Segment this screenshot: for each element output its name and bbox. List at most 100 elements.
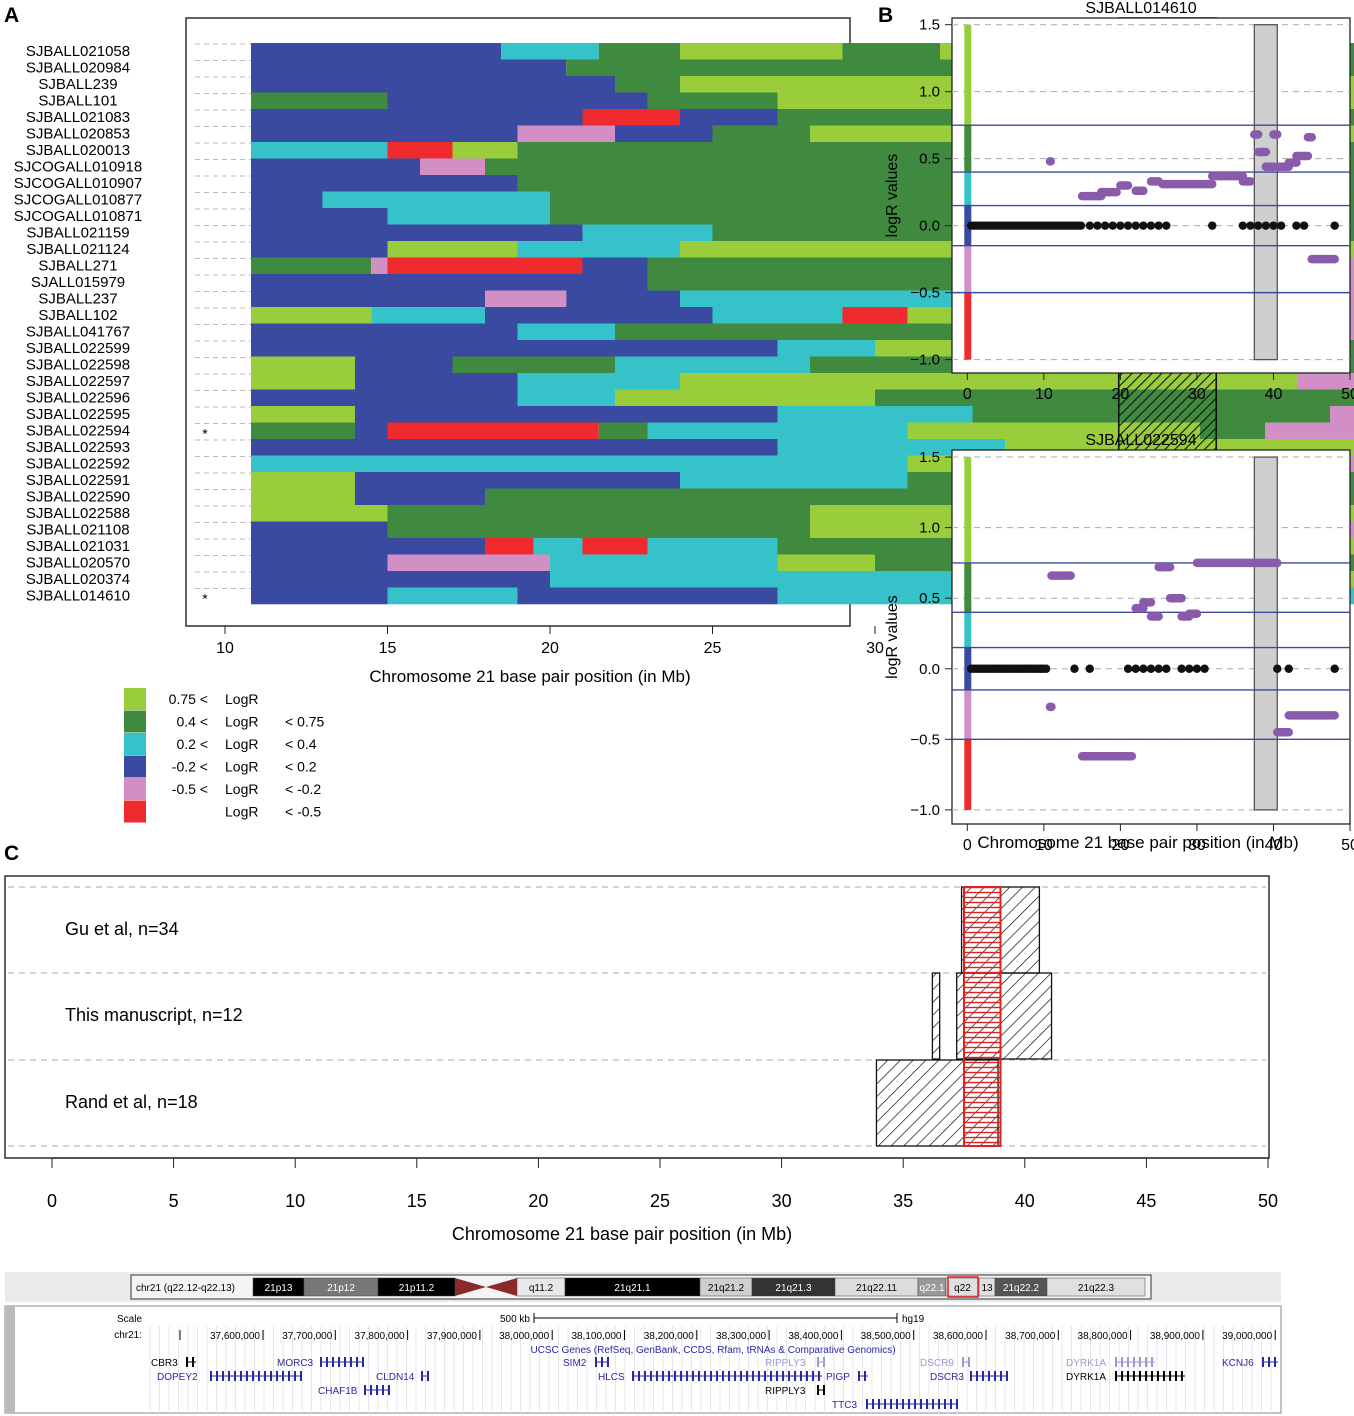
heatmap-segment xyxy=(566,290,680,308)
zero-point xyxy=(1108,221,1117,230)
heatmap-segment xyxy=(251,340,778,357)
heatmap-segment xyxy=(485,290,567,308)
y-tick-label: 0.5 xyxy=(919,590,940,607)
heatmap-segment xyxy=(251,406,355,423)
heatmap-segment xyxy=(517,373,680,390)
heatmap-segment xyxy=(517,389,615,407)
zero-point xyxy=(1284,664,1293,673)
gene-exon xyxy=(914,1399,916,1409)
sample-label: SJBALL021159 xyxy=(26,225,129,242)
scale-text: 500 kb xyxy=(500,1314,530,1325)
gene-exon xyxy=(686,1371,688,1381)
ideogram-band-label: 21q21.1 xyxy=(614,1283,651,1294)
gene-exon xyxy=(1127,1371,1129,1381)
gene-exon xyxy=(427,1371,429,1381)
gene-exon xyxy=(1151,1371,1153,1381)
heatmap-segment xyxy=(810,290,973,308)
legend-header: LogR xyxy=(225,804,258,820)
colorbar-segment xyxy=(964,125,972,173)
y-tick-label: 0.0 xyxy=(919,661,940,678)
gene-exon xyxy=(884,1399,886,1409)
x-tick-label: 30 xyxy=(866,640,884,657)
sample-label: SJBALL021031 xyxy=(26,538,130,555)
x-tick-label: 40 xyxy=(1265,837,1283,854)
gene-exon xyxy=(674,1371,676,1381)
sample-label: SJBALL022591 xyxy=(26,472,130,489)
position-label: 38,600,000 xyxy=(933,1331,983,1342)
gene-label: CBR3 xyxy=(151,1358,178,1369)
zero-point xyxy=(1116,221,1125,230)
ideogram-label: chr21 (q22.12-q22.13) xyxy=(136,1283,235,1294)
ideogram-band-label: 21q21.2 xyxy=(708,1283,745,1294)
gene-exon xyxy=(632,1371,634,1381)
heatmap-segment xyxy=(387,92,648,110)
gene-exon xyxy=(728,1371,730,1381)
sample-label: SJBALL022598 xyxy=(26,357,130,374)
x-tick-label: 45 xyxy=(1136,1191,1156,1211)
gene-exon xyxy=(878,1399,880,1409)
sample-label: SJBALL020013 xyxy=(26,142,130,159)
gene-exon xyxy=(710,1371,712,1381)
sample-label: SJCOGALL010877 xyxy=(14,192,142,209)
gene-exon xyxy=(806,1371,808,1381)
zero-point xyxy=(1093,221,1102,230)
heatmap-segment xyxy=(615,389,875,407)
gene-exon xyxy=(776,1371,778,1381)
sample-label: SJCOGALL010907 xyxy=(14,175,142,192)
gene-exon xyxy=(817,1385,819,1395)
gene-exon xyxy=(823,1357,825,1367)
zero-point xyxy=(1085,221,1094,230)
heatmap-segment xyxy=(680,472,908,489)
legend-header: LogR xyxy=(225,781,258,797)
colorbar-segment xyxy=(964,689,972,740)
gene-exon xyxy=(926,1399,928,1409)
gene-exon xyxy=(938,1399,940,1409)
gene-exon xyxy=(764,1371,766,1381)
y-tick-label: 1.0 xyxy=(919,84,940,101)
panel-c-xlabel: Chromosome 21 base pair position (in Mb) xyxy=(452,1224,792,1244)
zero-point xyxy=(1070,664,1079,673)
gene-exon xyxy=(1163,1371,1165,1381)
sample-label: SJBALL022590 xyxy=(26,489,130,506)
plot-frame xyxy=(951,449,1351,825)
gene-exon xyxy=(800,1371,802,1381)
ideogram-band-label: 21q22.11 xyxy=(856,1283,897,1294)
zero-point xyxy=(1139,664,1148,673)
heatmap-segment xyxy=(387,241,518,258)
heatmap-segment xyxy=(387,554,550,572)
position-label: 38,500,000 xyxy=(861,1331,911,1342)
heatmap-segment xyxy=(387,439,778,456)
gene-exon xyxy=(421,1371,423,1381)
heatmap-segment xyxy=(251,439,388,456)
zero-point xyxy=(1131,664,1140,673)
gene-exon xyxy=(1151,1357,1153,1367)
heatmap-segment xyxy=(371,257,388,275)
sample-label: SJBALL021083 xyxy=(26,109,130,126)
x-tick-label: 10 xyxy=(216,640,234,657)
panel-b-top-plot: SJBALL014610 1.5 1.0 0.5 0.0 −0.5 −1.0 0 10 20 30 4… xyxy=(884,0,1354,403)
sample-label: SJBALL021108 xyxy=(26,522,129,539)
gene-exon xyxy=(662,1371,664,1381)
legend-upper-bound: < -0.5 xyxy=(285,804,321,820)
sample-label: SJBALL014610 xyxy=(26,588,130,605)
legend-upper-bound: < 0.75 xyxy=(285,714,325,730)
sample-marker: * xyxy=(202,426,208,442)
gene-exon xyxy=(896,1399,898,1409)
heatmap-segment xyxy=(777,340,875,357)
ideogram-band-label: 21q21.3 xyxy=(775,1283,812,1294)
heatmap-segment xyxy=(533,538,583,555)
gene-exon xyxy=(1121,1371,1123,1381)
x-tick-label: 5 xyxy=(169,1191,179,1211)
heatmap-segment xyxy=(615,125,713,143)
gene-label: DYRK1A xyxy=(1066,1372,1106,1383)
zero-point xyxy=(1299,221,1309,230)
gene-label: RIPPLY3 xyxy=(765,1358,806,1369)
zero-point xyxy=(1162,221,1171,230)
gene-exon xyxy=(1169,1371,1171,1381)
gene-exon xyxy=(908,1399,910,1409)
heatmap-segment xyxy=(485,455,908,473)
gene-exon xyxy=(656,1371,658,1381)
gene-exon xyxy=(388,1385,390,1395)
gene-exon xyxy=(607,1357,609,1367)
gene-exon xyxy=(920,1399,922,1409)
